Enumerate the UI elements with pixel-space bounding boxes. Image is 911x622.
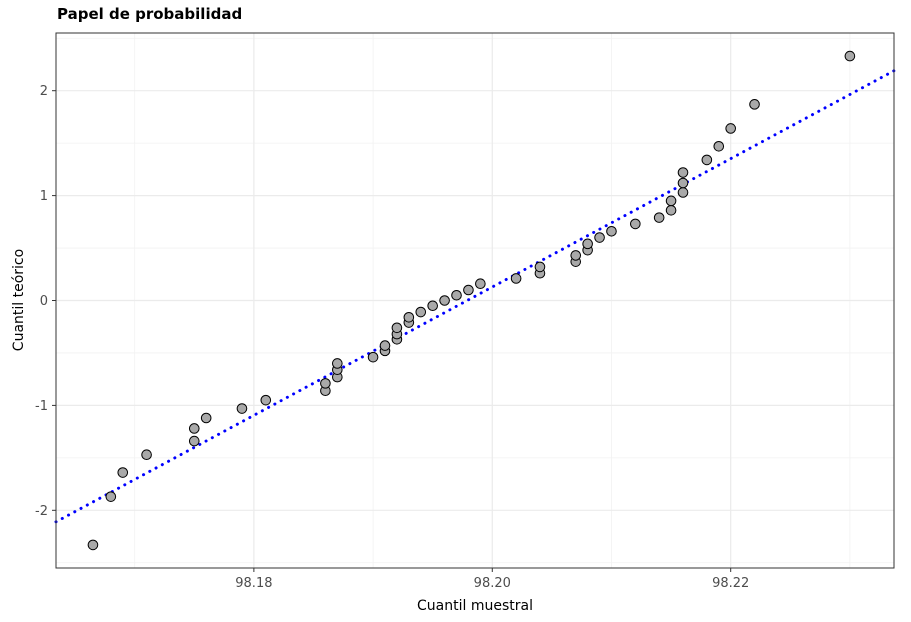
data-point: [403, 311, 415, 323]
data-point: [749, 99, 760, 110]
data-point: [260, 394, 272, 406]
data-point: [653, 212, 665, 223]
x-axis-title: Cuantil muestral: [417, 598, 533, 614]
reference-line-group: [54, 69, 896, 524]
data-point: [463, 284, 474, 296]
data-point: [582, 238, 593, 250]
data-point: [594, 232, 605, 243]
data-point: [141, 449, 152, 461]
data-point: [451, 289, 462, 301]
data-point: [713, 140, 725, 152]
y-tick-label: 2: [40, 84, 48, 99]
y-tick-label: -1: [35, 399, 48, 414]
data-point: [677, 177, 689, 189]
data-point: [391, 322, 403, 334]
x-tick-label: 98.22: [712, 576, 749, 591]
data-point: [87, 539, 99, 551]
y-axis-ticks: -2 -1 0 1 2: [35, 84, 56, 519]
y-tick-label: 1: [40, 189, 48, 204]
chart-title: Papel de probabilidad: [57, 5, 242, 23]
data-point: [439, 295, 450, 306]
data-point: [117, 467, 129, 478]
x-tick-label: 98.20: [474, 576, 511, 591]
data-point: [236, 403, 248, 414]
y-tick-label: -2: [35, 504, 48, 519]
data-point: [320, 378, 331, 389]
x-axis-ticks: 98.18 98.20 98.22: [235, 568, 749, 591]
y-axis-title: Cuantil teórico: [11, 249, 27, 351]
data-point: [188, 435, 200, 447]
y-tick-label: 0: [40, 294, 48, 309]
data-point: [200, 412, 212, 424]
data-point: [510, 273, 522, 284]
data-point: [677, 167, 689, 178]
data-point: [725, 123, 736, 134]
data-point: [630, 218, 641, 230]
data-point: [677, 187, 689, 198]
data-point: [105, 491, 117, 502]
data-point: [534, 261, 546, 273]
data-point: [367, 351, 379, 363]
data-point: [379, 340, 391, 351]
reference-line: [54, 69, 896, 524]
data-point: [665, 204, 677, 216]
data-point: [188, 423, 200, 434]
data-point: [665, 195, 677, 207]
data-point: [701, 154, 713, 166]
data-point: [844, 50, 856, 62]
data-point: [415, 306, 427, 318]
data-points: [87, 50, 856, 551]
data-point: [332, 358, 343, 369]
data-point: [570, 250, 582, 261]
grid-lines: [56, 33, 894, 568]
data-point: [475, 278, 486, 290]
data-point: [606, 225, 617, 237]
x-tick-label: 98.18: [235, 576, 272, 591]
data-point: [427, 300, 438, 312]
